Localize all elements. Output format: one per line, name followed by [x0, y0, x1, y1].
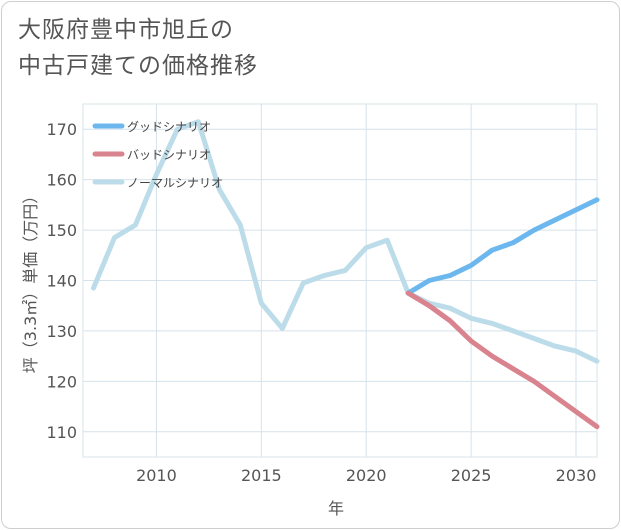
y-tick-label: 170: [46, 120, 77, 139]
chart-title-line-1: 大阪府豊中市旭丘の: [18, 17, 234, 43]
chart-title: 大阪府豊中市旭丘の 中古戸建ての価格推移: [18, 12, 258, 84]
x-tick-label: 2020: [346, 466, 387, 485]
y-axis-label: 坪（3.3㎡）単価（万円）: [21, 188, 40, 373]
series-line-1: [405, 197, 600, 296]
x-tick-label: 2010: [136, 466, 177, 485]
x-tick-label: 2030: [556, 466, 597, 485]
x-tick-label: 2015: [241, 466, 282, 485]
y-tick-label: 120: [46, 372, 77, 391]
legend-label: ノーマルシナリオ: [127, 176, 223, 190]
y-tick-label: 140: [46, 272, 77, 291]
y-tick-label: 110: [46, 423, 77, 442]
x-tick-label: 2025: [451, 466, 492, 485]
legend-label: バッドシナリオ: [127, 148, 211, 162]
y-tick-label: 160: [46, 171, 77, 190]
series-line-2: [405, 290, 600, 430]
legend-label: グッドシナリオ: [127, 120, 211, 134]
series-line-3: [91, 119, 600, 364]
y-tick-label: 150: [46, 221, 77, 240]
chart-title-line-2: 中古戸建ての価格推移: [18, 53, 258, 79]
y-tick-label: 130: [46, 322, 77, 341]
x-axis-label: 年: [328, 499, 344, 518]
